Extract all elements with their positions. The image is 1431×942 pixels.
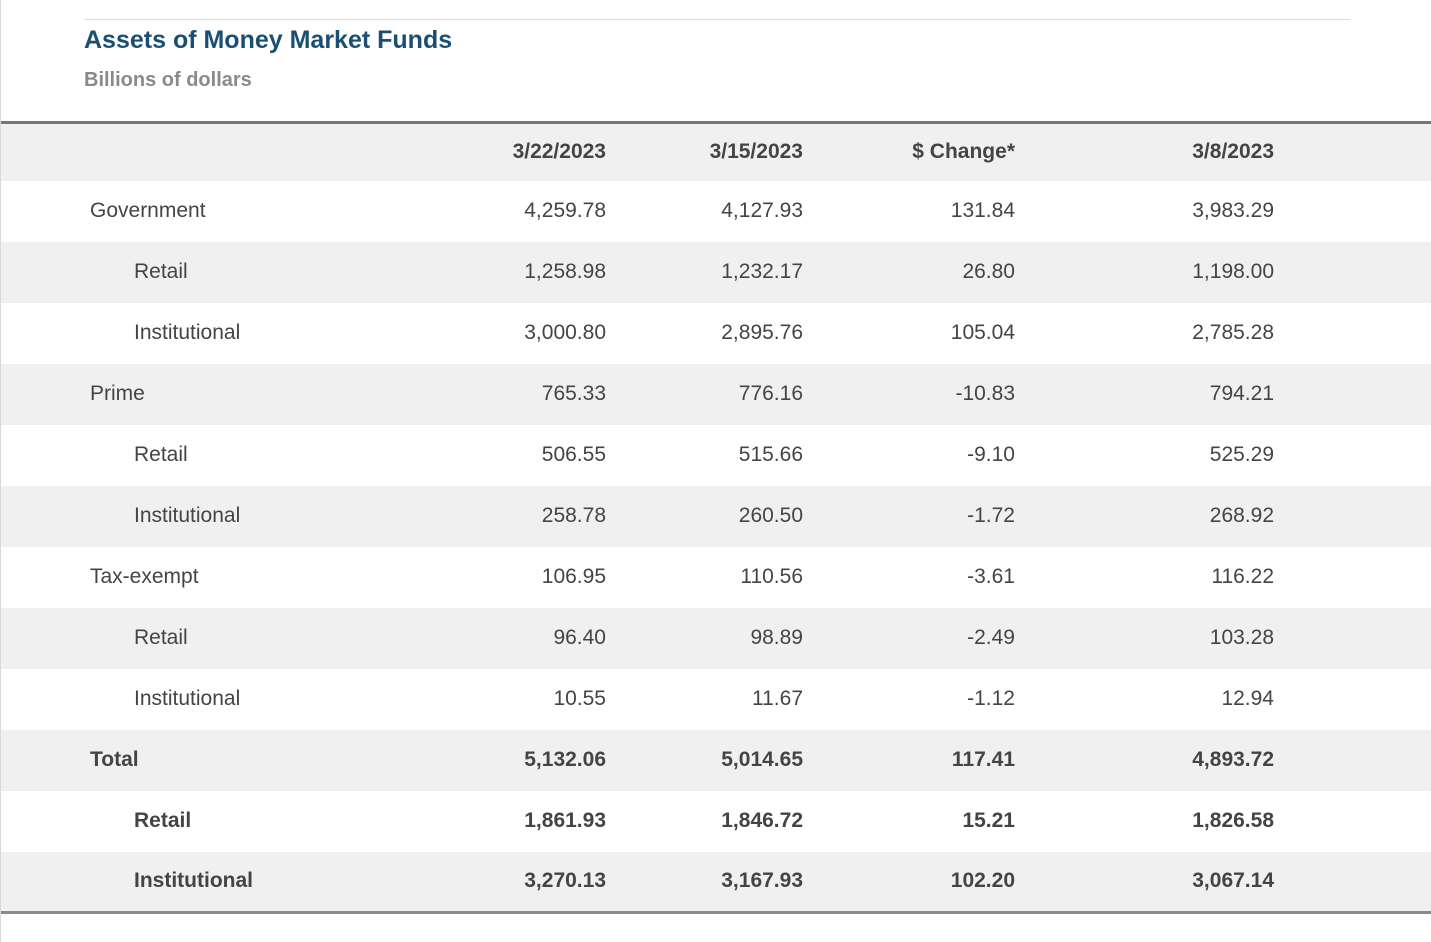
cell-value: 525.29 — [1209, 443, 1274, 466]
page-title: Assets of Money Market Funds — [84, 26, 453, 54]
cell-value: 3,067.14 — [1192, 869, 1274, 893]
cell-value: 1,232.17 — [721, 260, 803, 283]
cell-value: 1,258.98 — [524, 260, 606, 283]
cell-value: 106.95 — [541, 565, 606, 588]
cell-change: 102.20 — [950, 869, 1015, 893]
cell-value: 1,826.58 — [1192, 809, 1274, 832]
cell-value: 103.28 — [1209, 626, 1274, 649]
cell-value: 1,198.00 — [1192, 260, 1274, 283]
cell-value: 11.67 — [752, 687, 803, 710]
cell-value: 4,127.93 — [721, 199, 803, 222]
cell-value: 258.78 — [541, 504, 606, 527]
row-label: Tax-exempt — [90, 565, 199, 588]
table-row-government-institutional: Institutional 3,000.80 2,895.76 105.04 2… — [1, 302, 1431, 364]
cell-value: 110.56 — [740, 565, 803, 588]
cell-change: 131.84 — [950, 199, 1015, 222]
table-row-government: Government 4,259.78 4,127.93 131.84 3,98… — [1, 180, 1431, 242]
cell-change: -2.49 — [967, 626, 1015, 649]
cell-value: 268.92 — [1209, 504, 1274, 527]
cell-value: 3,270.13 — [524, 869, 606, 893]
cell-value: 2,785.28 — [1192, 321, 1274, 344]
table-row-total-institutional: Institutional 3,270.13 3,167.93 102.20 3… — [1, 851, 1431, 913]
table-row-prime: Prime 765.33 776.16 -10.83 794.21 — [1, 363, 1431, 425]
row-label: Institutional — [134, 504, 241, 527]
cell-value: 506.55 — [541, 443, 606, 466]
cell-value: 3,000.80 — [524, 321, 606, 344]
cell-value: 1,861.93 — [524, 809, 606, 832]
cell-value: 98.89 — [750, 626, 803, 649]
cell-value: 4,893.72 — [1192, 748, 1274, 771]
cell-value: 765.33 — [541, 382, 606, 405]
cell-value: 12.94 — [1221, 687, 1274, 710]
table-row-tax-exempt-retail: Retail 96.40 98.89 -2.49 103.28 — [1, 607, 1431, 669]
cell-value: 3,167.93 — [721, 869, 803, 893]
table-row-total: Total 5,132.06 5,014.65 117.41 4,893.72 — [1, 729, 1431, 791]
column-header-date-3: 3/8/2023 — [1192, 140, 1274, 164]
row-label: Retail — [134, 260, 188, 283]
column-header-date-2: 3/15/2023 — [709, 140, 803, 164]
cell-change: -1.12 — [967, 687, 1015, 710]
cell-change: -3.61 — [967, 565, 1015, 588]
table-row-tax-exempt-institutional: Institutional 10.55 11.67 -1.12 12.94 — [1, 668, 1431, 730]
cell-value: 776.16 — [738, 382, 803, 405]
cell-value: 1,846.72 — [721, 809, 803, 832]
cell-value: 116.22 — [1211, 565, 1274, 588]
cell-change: 15.21 — [962, 809, 1015, 832]
cell-value: 3,983.29 — [1192, 199, 1274, 222]
cell-value: 515.66 — [738, 443, 803, 466]
table-row-prime-retail: Retail 506.55 515.66 -9.10 525.29 — [1, 424, 1431, 486]
cell-change: -10.83 — [955, 382, 1015, 405]
column-header-label — [1, 123, 431, 181]
cell-value: 10.55 — [553, 687, 606, 710]
row-label: Institutional — [134, 687, 241, 710]
cell-change: -9.10 — [967, 443, 1015, 466]
row-label: Retail — [134, 626, 188, 649]
cell-value: 5,132.06 — [524, 748, 606, 771]
row-label: Government — [90, 199, 206, 222]
cell-value: 5,014.65 — [721, 748, 803, 771]
assets-table: 3/22/2023 3/15/2023 $ Change* 3/8/2023 G… — [1, 121, 1431, 914]
cell-change: 26.80 — [962, 260, 1015, 283]
top-divider — [84, 19, 1350, 20]
table-row-total-retail: Retail 1,861.93 1,846.72 15.21 1,826.58 — [1, 790, 1431, 852]
table-row-prime-institutional: Institutional 258.78 260.50 -1.72 268.92 — [1, 485, 1431, 547]
row-label: Retail — [134, 443, 188, 466]
cell-change: -1.72 — [967, 504, 1015, 527]
table-header-row: 3/22/2023 3/15/2023 $ Change* 3/8/2023 — [1, 122, 1431, 181]
cell-value: 4,259.78 — [524, 199, 606, 222]
assets-table-container: 3/22/2023 3/15/2023 $ Change* 3/8/2023 G… — [1, 121, 1431, 914]
table-row-tax-exempt: Tax-exempt 106.95 110.56 -3.61 116.22 — [1, 546, 1431, 608]
column-header-change: $ Change* — [912, 140, 1015, 164]
cell-change: 105.04 — [950, 321, 1015, 344]
row-label: Retail — [134, 809, 192, 832]
row-label: Institutional — [134, 869, 253, 893]
cell-change: 117.41 — [951, 748, 1015, 771]
cell-value: 2,895.76 — [721, 321, 803, 344]
cell-value: 96.40 — [553, 626, 606, 649]
cell-value: 260.50 — [738, 504, 803, 527]
column-header-date-1: 3/22/2023 — [512, 140, 606, 164]
left-border — [0, 0, 1, 942]
row-label: Institutional — [134, 321, 241, 344]
table-row-government-retail: Retail 1,258.98 1,232.17 26.80 1,198.00 — [1, 241, 1431, 303]
cell-value: 794.21 — [1209, 382, 1274, 405]
row-label: Prime — [90, 382, 145, 405]
page-subtitle: Billions of dollars — [84, 69, 252, 91]
row-label: Total — [90, 748, 139, 771]
column-header-spacer — [1274, 123, 1431, 181]
